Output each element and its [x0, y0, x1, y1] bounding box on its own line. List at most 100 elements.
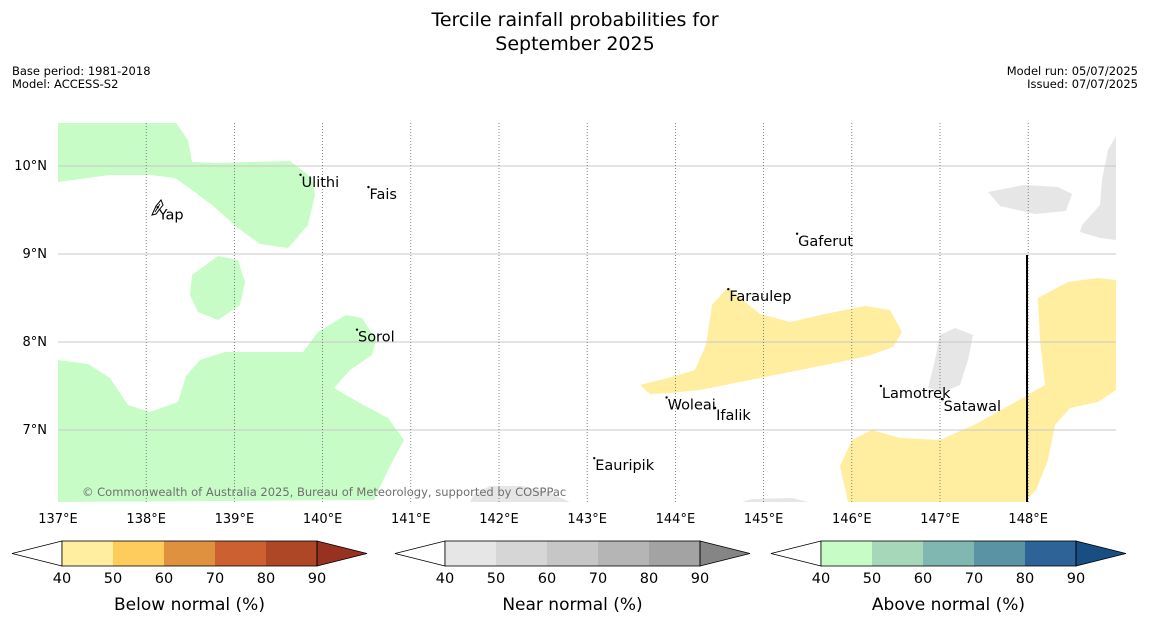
colorbar-segment: [215, 541, 266, 566]
below-normal-region-east: [840, 278, 1116, 502]
lat-tick-label: 7°N: [23, 423, 48, 438]
colorbar-label: Below normal (%): [114, 595, 265, 615]
colorbar-tick-label: 60: [155, 571, 173, 587]
colorbar-tick-label: 40: [436, 571, 454, 587]
meta-left: Base period: 1981-2018 Model: ACCESS-S2: [12, 65, 151, 91]
colorbar-segment: [598, 541, 649, 566]
lat-tick-label: 8°N: [23, 335, 48, 350]
colorbar-segment: [872, 541, 923, 566]
copyright-notice: © Commonwealth of Australia 2025, Bureau…: [82, 485, 566, 499]
place-label: Ulithi: [302, 175, 340, 191]
lon-tick-label: 137°E: [38, 512, 78, 527]
colorbar-tick-label: 40: [812, 571, 830, 587]
yap-island-outline: [151, 199, 164, 216]
place-label: Sorol: [358, 330, 395, 346]
lon-tick-label: 142°E: [479, 512, 519, 527]
map-area: Ulithi Fais Yap Gaferut Faraulep Sorol Lamotre…: [58, 123, 1116, 502]
colorbar-tick-label: 40: [53, 571, 71, 587]
place-dot: [795, 232, 799, 235]
colorbar-segment: [821, 541, 872, 566]
above-normal-region-middle: [190, 256, 245, 320]
colorbar-tick-label: 50: [104, 571, 122, 587]
place-dot: [713, 406, 717, 410]
lon-tick-label: 139°E: [215, 512, 255, 527]
colorbar-tick-label: 80: [640, 571, 658, 587]
colorbar-segment: [974, 541, 1025, 566]
lat-tick-label: 10°N: [14, 159, 47, 174]
lon-tick-label: 144°E: [656, 512, 696, 527]
longitude-tick-labels: 137°E 138°E 139°E 140°E 141°E 142°E 143°E 144°E…: [38, 512, 1048, 527]
colorbar-segment: [1025, 541, 1076, 566]
lon-tick-label: 146°E: [832, 512, 872, 527]
colorbar-frame: [820, 540, 1077, 567]
place-label: Faraulep: [729, 289, 791, 305]
colorbar-tick-label: 60: [538, 571, 556, 587]
colorbar-tick-label: 80: [257, 571, 275, 587]
place-label: Woleai: [668, 397, 716, 413]
place-dot: [593, 456, 596, 460]
colorbar-segment: [62, 541, 113, 566]
place-label: Eauripik: [595, 458, 654, 474]
colorbar-tick-label: 90: [691, 571, 709, 587]
colorbar-frame: [444, 540, 701, 567]
colorbar-tick-label: 50: [863, 571, 881, 587]
colorbar-segment: [496, 541, 547, 566]
near-normal-region-3: [928, 328, 973, 392]
near-normal-region-1: [988, 185, 1072, 214]
lon-tick-label: 138°E: [126, 512, 166, 527]
longitude-gridlines: [145, 123, 1029, 502]
near-normal-region-4: [470, 486, 570, 502]
colorbar-segment: [547, 541, 598, 566]
colorbar-tick-label: 70: [206, 571, 224, 587]
lon-tick-label: 145°E: [744, 512, 784, 527]
model-name: Model: ACCESS-S2: [12, 77, 119, 91]
place-labels: Ulithi Fais Yap Gaferut Faraulep Sorol Lamotre…: [158, 175, 1001, 474]
colorbar-label: Above normal (%): [872, 595, 1025, 615]
above-normal-region-south: [58, 315, 404, 502]
latitude-tick-labels: 7°N 8°N 9°N 10°N: [14, 159, 47, 438]
colorbar-tick-label: 80: [1016, 571, 1034, 587]
colorbar-low-extension: [11, 540, 63, 567]
colorbar-segment: [649, 541, 700, 566]
place-dot: [299, 173, 302, 176]
lon-tick-label: 141°E: [391, 512, 431, 527]
colorbar-frame: [61, 540, 318, 567]
near-normal-region-5: [742, 498, 808, 502]
place-label: Satawal: [944, 399, 1001, 415]
lamotrek-extra-dot: [940, 397, 944, 401]
colorbar-low-extension: [394, 540, 446, 567]
near-normal-region-2: [1080, 136, 1116, 240]
lat-tick-label: 9°N: [23, 247, 48, 262]
colorbar-segment: [113, 541, 164, 566]
colorbar-low-extension: [770, 540, 822, 567]
colorbar-tick-label: 70: [589, 571, 607, 587]
colorbar-tick-label: 90: [1067, 571, 1085, 587]
above-normal-region-north: [58, 123, 315, 248]
place-label: Ifalik: [716, 408, 751, 424]
below-normal-region-central: [640, 287, 902, 394]
colorbar-0: 40 50 60 70 80 90 Below normal (%): [11, 540, 368, 615]
title-line-2: September 2025: [495, 33, 655, 55]
colorbar-tick-label: 70: [965, 571, 983, 587]
meta-right: Model run: 05/07/2025 Issued: 07/07/2025: [1007, 65, 1138, 91]
place-dot: [665, 396, 668, 399]
place-label: Yap: [158, 207, 184, 223]
colorbar-label: Near normal (%): [502, 595, 642, 615]
lon-tick-label: 148°E: [1008, 512, 1048, 527]
lon-tick-label: 147°E: [920, 512, 960, 527]
place-dot: [156, 206, 159, 209]
colorbar-2: 40 50 60 70 80 90 Above normal (%): [770, 540, 1127, 615]
place-label: Gaferut: [798, 234, 853, 250]
place-dot: [727, 288, 730, 291]
colorbar-tick-label: 50: [487, 571, 505, 587]
lon-tick-label: 143°E: [567, 512, 607, 527]
place-dot: [355, 328, 359, 331]
colorbar-segment: [923, 541, 974, 566]
colorbar-high-extension: [316, 540, 368, 567]
colorbar-segment: [445, 541, 496, 566]
colorbar-tick-label: 90: [308, 571, 326, 587]
colorbar-1: 40 50 60 70 80 90 Near normal (%): [394, 540, 751, 615]
colorbar-segment: [164, 541, 215, 566]
model-run: Model run: 05/07/2025: [1006, 64, 1138, 78]
colorbar-high-extension: [699, 540, 751, 567]
